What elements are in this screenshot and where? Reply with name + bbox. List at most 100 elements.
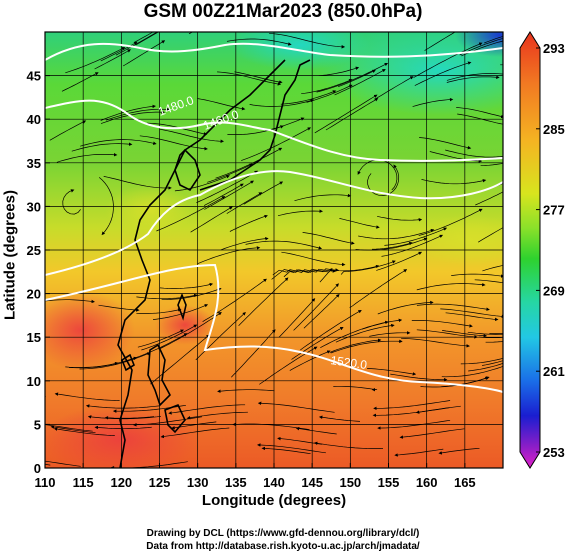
streamline	[441, 376, 490, 388]
streamline	[61, 72, 99, 92]
streamline	[330, 339, 403, 354]
streamline	[424, 32, 456, 51]
streamline	[124, 333, 188, 362]
streamline	[53, 427, 115, 436]
x-tick-label: 110	[35, 475, 56, 490]
streamline	[318, 66, 360, 77]
streamline	[45, 299, 95, 304]
streamline	[62, 189, 81, 215]
colorbar-tick-label: 253	[543, 445, 565, 460]
streamline	[451, 273, 503, 278]
streamline	[381, 234, 444, 257]
y-tick-label: 40	[27, 112, 41, 127]
streamline	[234, 71, 283, 84]
streamline	[278, 298, 316, 338]
streamline	[98, 304, 140, 312]
streamline	[261, 446, 311, 455]
streamline	[45, 463, 51, 466]
y-tick-label: 25	[27, 243, 41, 258]
y-axis-label: Latitude (degrees)	[1, 189, 19, 321]
lat-lon-grid	[45, 32, 503, 468]
streamline	[188, 32, 194, 35]
x-tick-label: 115	[73, 475, 94, 490]
streamline	[161, 287, 222, 301]
y-tick-label: 35	[27, 156, 41, 171]
streamline	[325, 98, 379, 131]
streamline	[49, 120, 87, 141]
streamline	[135, 32, 159, 46]
streamline	[377, 215, 423, 222]
streamline	[217, 389, 275, 393]
streamline	[289, 350, 331, 371]
streamline	[339, 218, 380, 229]
streamline	[195, 311, 246, 361]
y-tick-label: 10	[27, 374, 41, 389]
streamline	[367, 164, 400, 196]
x-tick-label: 135	[225, 475, 247, 490]
x-tick-label: 120	[110, 475, 132, 490]
streamline	[358, 228, 435, 240]
streamline	[399, 428, 465, 439]
y-axis: 0 5 10 15 20 25 30 35 40 45	[27, 69, 50, 476]
streamline	[202, 278, 267, 322]
credit-data-source: Data from http://database.rish.kyoto-u.a…	[146, 541, 420, 552]
streamline	[367, 368, 417, 376]
streamline	[159, 282, 214, 289]
streamline	[158, 311, 222, 350]
streamline	[349, 269, 408, 309]
streamline	[100, 110, 165, 124]
streamline	[478, 227, 503, 243]
streamline	[196, 170, 259, 204]
streamline	[412, 97, 454, 107]
streamline	[159, 128, 225, 143]
streamline	[361, 318, 403, 330]
streamline	[371, 241, 413, 250]
streamline	[416, 303, 490, 311]
streamline	[314, 94, 378, 134]
streamline	[376, 251, 423, 271]
streamline	[283, 268, 339, 278]
x-tick-label: 150	[339, 475, 361, 490]
streamline	[98, 177, 114, 236]
streamline	[241, 127, 312, 161]
streamline	[333, 385, 378, 392]
streamline	[340, 260, 396, 275]
x-tick-label: 145	[301, 475, 323, 490]
coastline	[164, 403, 186, 434]
temperature-shading	[45, 32, 503, 468]
colorbar-tick-label: 293	[543, 41, 565, 56]
streamline	[374, 76, 414, 100]
streamline	[373, 400, 451, 411]
streamline	[415, 405, 461, 414]
streamline	[489, 333, 503, 334]
streamline	[480, 162, 503, 167]
streamline	[45, 424, 93, 432]
streamline	[245, 240, 323, 250]
streamline	[197, 98, 246, 111]
streamline	[243, 181, 284, 205]
x-tick-label: 155	[378, 475, 400, 490]
streamline	[150, 334, 210, 385]
streamline	[204, 180, 254, 210]
x-tick-label: 160	[416, 475, 438, 490]
streamline	[329, 338, 382, 353]
streamline	[215, 147, 283, 179]
contour-label: 1520.0	[330, 353, 369, 372]
streamline	[271, 267, 333, 280]
streamline	[357, 159, 398, 191]
streamline	[411, 320, 473, 328]
streamline	[136, 308, 182, 314]
streamline	[467, 331, 503, 335]
streamline	[226, 192, 263, 214]
streamline	[442, 330, 488, 338]
streamline	[413, 42, 483, 78]
streamline	[421, 179, 487, 185]
streamline	[226, 38, 292, 46]
streamline	[217, 71, 282, 86]
streamline	[440, 308, 503, 319]
streamline	[474, 279, 503, 284]
streamline	[416, 282, 486, 291]
streamline	[318, 415, 361, 422]
streamline	[106, 107, 171, 121]
